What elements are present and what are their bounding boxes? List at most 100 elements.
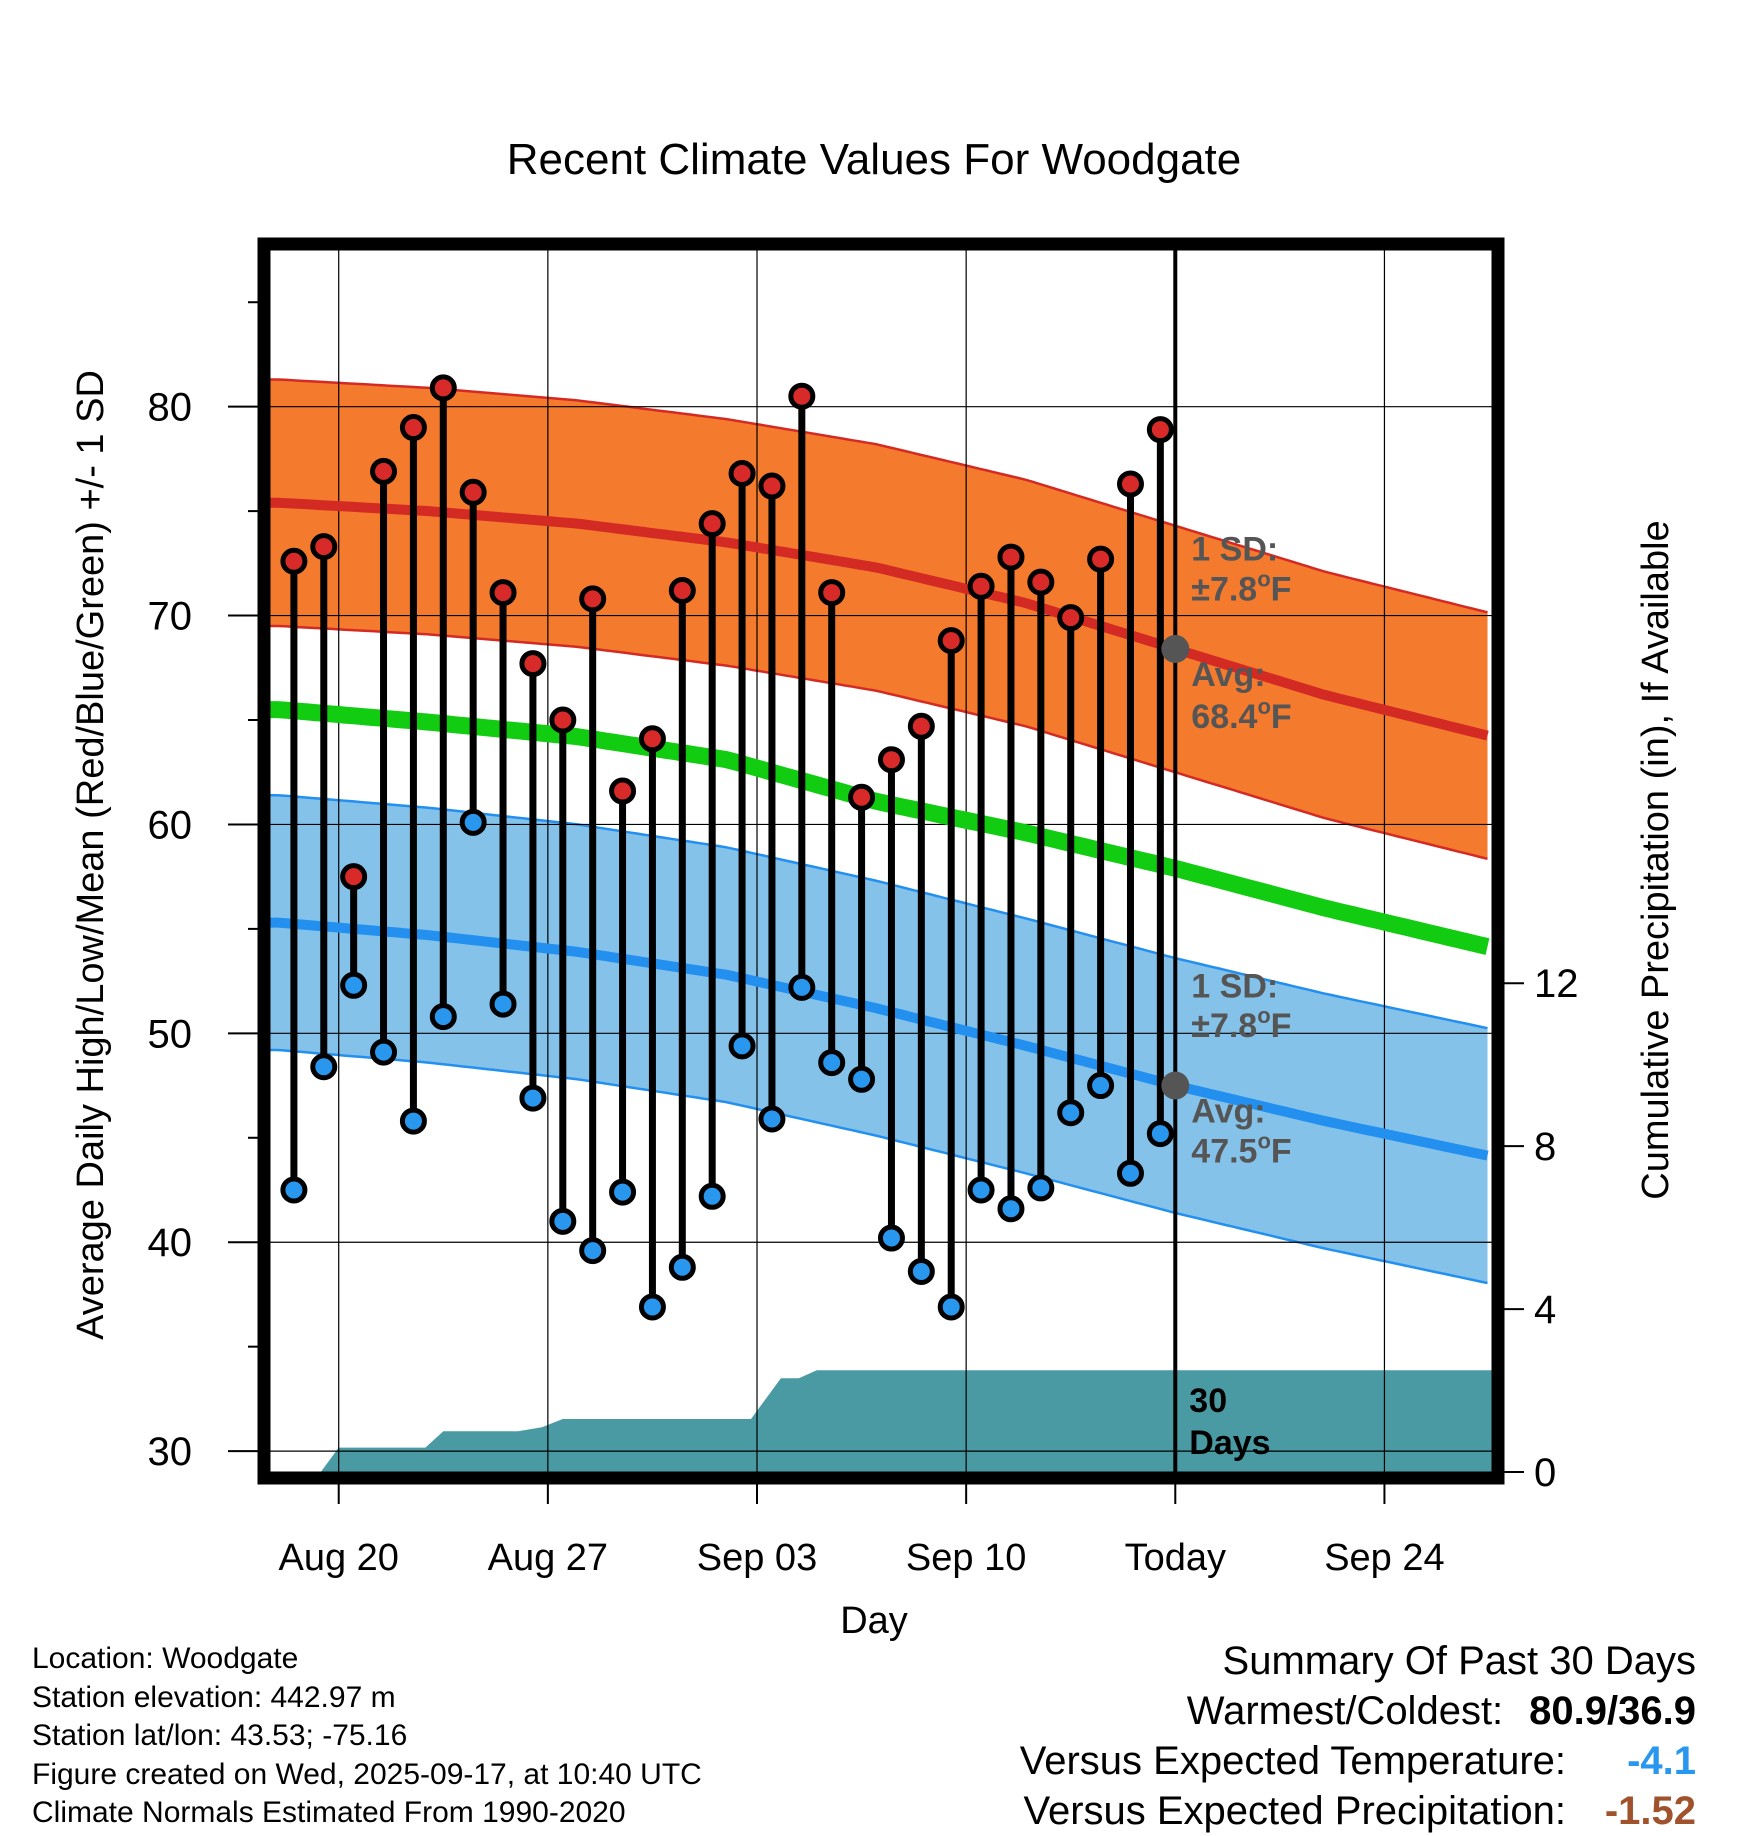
high-sd-value: ±7.8oF <box>1191 566 1291 608</box>
y-tick-label: 70 <box>148 595 193 639</box>
daily-low-point <box>668 1253 696 1281</box>
x-tick-label: Sep 10 <box>906 1537 1026 1579</box>
high-sd-label: 1 SD: <box>1191 531 1278 569</box>
y2-tick-label: 12 <box>1534 962 1579 1006</box>
daily-low-point <box>459 808 487 836</box>
y2-tick-label: 8 <box>1534 1125 1556 1169</box>
y-tick-label: 50 <box>148 1012 193 1056</box>
precip-vs-expected-row: Versus Expected Precipitation: -1.52 <box>796 1786 1696 1836</box>
today-normal-low-marker <box>1161 1071 1190 1100</box>
y2-tick-label: 4 <box>1534 1288 1556 1332</box>
x-axis-label: Day <box>840 1600 908 1642</box>
x-tick-label: Sep 24 <box>1324 1537 1444 1579</box>
latlon-text: Station lat/lon: 43.53; -75.16 <box>32 1719 408 1752</box>
plot-area <box>270 250 1492 1472</box>
daily-high-point <box>489 579 517 607</box>
daily-low-point <box>698 1182 726 1210</box>
daily-low-point <box>848 1065 876 1093</box>
daily-high-point <box>1057 604 1085 632</box>
low-sd-value: ±7.8oF <box>1191 1003 1291 1045</box>
high-avg-label: Avg: <box>1191 656 1265 694</box>
x-tick-label: Aug 27 <box>488 1537 608 1579</box>
plot-frame <box>257 237 1505 1485</box>
daily-high-point <box>429 374 457 402</box>
y-tick-label: 80 <box>148 386 193 430</box>
daily-high-point <box>848 783 876 811</box>
warmest-coldest-label: Warmest/Coldest: <box>1186 1689 1504 1733</box>
days-window-label: Days <box>1189 1424 1270 1462</box>
daily-high-point <box>310 533 338 561</box>
x-tick-label: Sep 03 <box>697 1537 817 1579</box>
warmest-coldest-row: Warmest/Coldest: 80.9/36.9 <box>796 1686 1696 1736</box>
daily-low-point <box>1087 1072 1115 1100</box>
x-tick-label: Today <box>1125 1537 1226 1579</box>
daily-low-point <box>997 1195 1025 1223</box>
temp-vs-expected-value: -4.1 <box>1627 1739 1696 1783</box>
temp-vs-expected-row: Versus Expected Temperature: -4.1 <box>796 1736 1696 1786</box>
daily-high-point <box>519 650 547 678</box>
warmest-coldest-value: 80.9/36.9 <box>1529 1689 1696 1733</box>
daily-high-point <box>967 572 995 600</box>
daily-low-point <box>429 1003 457 1031</box>
daily-low-point <box>549 1207 577 1235</box>
daily-low-point <box>758 1105 786 1133</box>
precip-vs-expected-label: Versus Expected Precipitation: <box>1023 1789 1566 1833</box>
precip-vs-expected-value: -1.52 <box>1604 1789 1696 1833</box>
daily-low-point <box>399 1107 427 1135</box>
daily-high-point <box>370 457 398 485</box>
cumulative-precip-area <box>279 1370 1492 1472</box>
y-tick-label: 60 <box>148 803 193 847</box>
daily-high-point <box>579 585 607 613</box>
normal-low-sd-band <box>270 795 1488 1283</box>
high-avg-value: 68.4oF <box>1191 694 1291 736</box>
daily-high-point <box>997 543 1025 571</box>
daily-high-point <box>907 712 935 740</box>
daily-low-point <box>937 1293 965 1321</box>
daily-high-point <box>459 478 487 506</box>
y2-tick-label: 0 <box>1534 1451 1556 1495</box>
daily-low-point <box>340 971 368 999</box>
daily-high-point <box>877 746 905 774</box>
summary-heading-row: Summary Of Past 30 Days <box>796 1636 1696 1686</box>
daily-low-point <box>489 990 517 1018</box>
daily-low-point <box>788 973 816 1001</box>
daily-high-point <box>638 725 666 753</box>
daily-low-point <box>818 1049 846 1077</box>
chart-title: Recent Climate Values For Woodgate <box>507 135 1242 184</box>
daily-low-point <box>579 1237 607 1265</box>
elevation-text: Station elevation: 442.97 m <box>32 1680 396 1714</box>
summary-panel: Summary Of Past 30 Days Warmest/Coldest:… <box>796 1636 1696 1836</box>
station-info: Location: Woodgate Station elevation: 44… <box>32 1640 702 1833</box>
daily-high-point <box>728 460 756 488</box>
daily-high-point <box>280 547 308 575</box>
temp-vs-expected-label: Versus Expected Temperature: <box>1019 1739 1566 1783</box>
daily-low-point <box>1146 1120 1174 1148</box>
daily-low-point <box>1057 1099 1085 1127</box>
daily-low-point <box>1027 1174 1055 1202</box>
daily-high-point <box>818 579 846 607</box>
daily-high-point <box>340 863 368 891</box>
normal-low-line <box>270 917 1489 1161</box>
summary-heading: Summary Of Past 30 Days <box>1222 1639 1696 1683</box>
normal-high-upper-edge <box>270 378 1488 614</box>
daily-low-point <box>370 1038 398 1066</box>
daily-high-point <box>1116 470 1144 498</box>
daily-high-point <box>1027 568 1055 596</box>
daily-high-point <box>609 777 637 805</box>
normal-low-lower-edge <box>270 1048 1488 1285</box>
y2-axis-label: Cumulative Precipitation (in), If Availa… <box>1635 520 1677 1199</box>
daily-high-point <box>1146 416 1174 444</box>
daily-high-point <box>668 576 696 604</box>
y-tick-label: 40 <box>148 1221 193 1265</box>
daily-high-point <box>758 472 786 500</box>
daily-high-point <box>549 706 577 734</box>
days-window-number: 30 <box>1189 1382 1227 1420</box>
daily-low-point <box>1116 1159 1144 1187</box>
daily-low-point <box>280 1176 308 1204</box>
low-avg-value: 47.5oF <box>1191 1128 1291 1170</box>
daily-low-point <box>877 1224 905 1252</box>
daily-low-point <box>728 1032 756 1060</box>
y-axis-label: Average Daily High/Low/Mean (Red/Blue/Gr… <box>70 370 112 1340</box>
